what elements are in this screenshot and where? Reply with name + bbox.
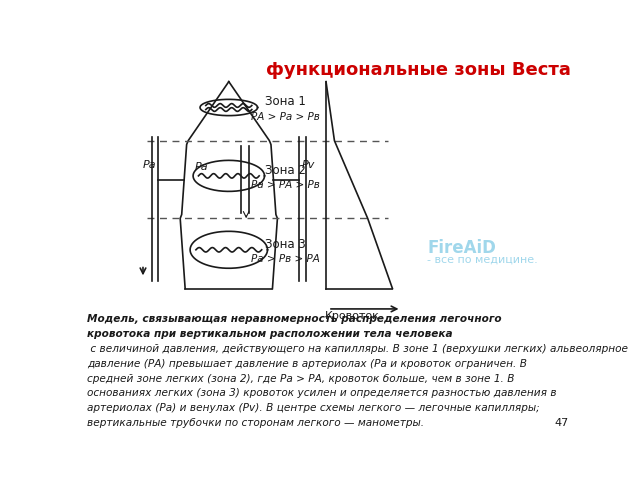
Text: Pа > Pв > PА: Pа > Pв > PА [252, 254, 320, 264]
Text: 47: 47 [554, 418, 568, 428]
Text: функциональные зоны Веста: функциональные зоны Веста [266, 61, 571, 79]
Text: FireAiD: FireAiD [428, 239, 496, 257]
Text: кровотока при вертикальном расположении тела человека: кровотока при вертикальном расположении … [88, 329, 453, 339]
Text: Кровоток: Кровоток [325, 311, 380, 321]
Text: вертикальные трубочки по сторонам легкого — манометры.: вертикальные трубочки по сторонам легког… [88, 418, 424, 428]
Text: Зона 2: Зона 2 [266, 164, 307, 177]
Text: Модель, связывающая неравномерность распределения легочного: Модель, связывающая неравномерность расп… [88, 314, 502, 324]
Text: с величиной давления, действующего на капилляры. В зоне 1 (верхушки легких) альв: с величиной давления, действующего на ка… [88, 344, 628, 354]
Text: - все по медицине.: - все по медицине. [428, 254, 538, 264]
Text: Зона 1: Зона 1 [266, 96, 307, 108]
Text: основаниях легких (зона 3) кровоток усилен и определяется разностью давления в: основаниях легких (зона 3) кровоток усил… [88, 388, 557, 398]
Text: Pа: Pа [143, 160, 156, 170]
Text: Pv: Pv [301, 160, 315, 170]
Text: давление (РА) превышает давление в артериолах (Ра и кровоток ограничен. В: давление (РА) превышает давление в артер… [88, 359, 527, 369]
Text: артериолах (Ра) и венулах (Pv). В центре схемы легкого — легочные капилляры;: артериолах (Ра) и венулах (Pv). В центре… [88, 403, 540, 413]
Text: Pа > PА > Pв: Pа > PА > Pв [252, 180, 320, 190]
Text: Зона 3: Зона 3 [266, 238, 306, 251]
Text: Pа: Pа [195, 162, 209, 172]
Text: PА > Pа > Pв: PА > Pа > Pв [252, 112, 320, 122]
Text: средней зоне легких (зона 2), где Ра > РА, кровоток больше, чем в зоне 1. В: средней зоне легких (зона 2), где Ра > Р… [88, 373, 515, 384]
